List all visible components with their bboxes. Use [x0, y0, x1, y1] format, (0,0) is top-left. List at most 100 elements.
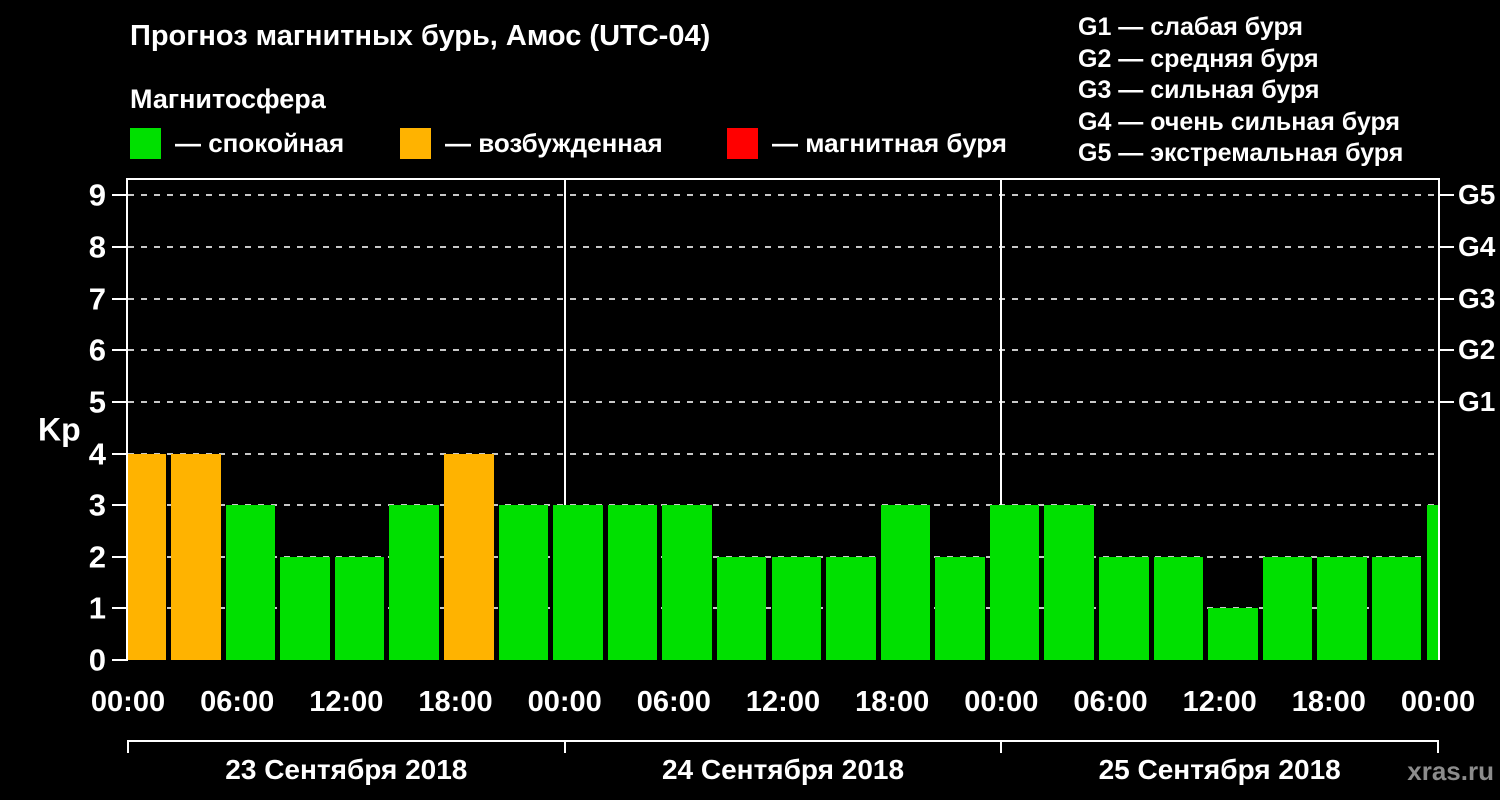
- gridline-kp-9: [128, 194, 1438, 197]
- g-legend-line: G5 — экстремальная буря: [1078, 139, 1404, 167]
- x-tick-label: 00:00: [90, 686, 166, 718]
- legend-label: — магнитная буря: [772, 128, 1007, 158]
- y-tick-8: [112, 246, 128, 249]
- g-legend-line: G1 — слабая буря: [1078, 13, 1304, 41]
- kp-bar: [1262, 556, 1313, 660]
- kp-bar: [662, 505, 712, 660]
- y-tick-6: [112, 349, 128, 352]
- y-tick-label-9: 9: [88, 177, 106, 213]
- kp-bar: [1208, 608, 1258, 660]
- kp-bar: [171, 453, 221, 660]
- legend-swatch-storm: [727, 128, 758, 159]
- g-legend-line: G3 — сильная буря: [1078, 76, 1320, 104]
- y-tick-label-7: 7: [88, 281, 106, 317]
- kp-bar: [716, 556, 767, 660]
- x-tick-label: 00:00: [527, 686, 602, 718]
- kp-bar: [880, 505, 931, 660]
- y-tick-label-4: 4: [88, 436, 106, 472]
- gridline-kp-7: [128, 297, 1438, 300]
- date-label: 23 Сентября 2018: [225, 754, 468, 785]
- date-band-tick: [1437, 740, 1439, 753]
- legend-label: — возбужденная: [445, 128, 663, 158]
- kp-bar: [444, 453, 494, 660]
- chart-title: Прогноз магнитных бурь, Амос (UTC-04): [130, 20, 711, 52]
- g-axis-label-G1: G1: [1458, 385, 1496, 417]
- kp-bar: [128, 453, 167, 660]
- y-tick-9: [112, 194, 128, 197]
- date-label: 25 Сентября 2018: [1098, 754, 1341, 785]
- watermark: xras.ru: [1407, 756, 1494, 786]
- g-tick-G1: [1440, 400, 1454, 403]
- kp-bar: [935, 556, 985, 660]
- legend-item-excited: — возбужденная: [400, 128, 663, 159]
- day-boundary-line: [1000, 180, 1003, 660]
- legend-item-quiet: — спокойная: [130, 128, 344, 159]
- legend-label: — спокойная: [175, 128, 345, 158]
- date-band-tick: [1000, 740, 1003, 753]
- x-tick-label: 12:00: [1182, 686, 1257, 718]
- kp-bar: [553, 505, 603, 660]
- g-legend-line: G4 — очень сильная буря: [1078, 107, 1400, 136]
- x-tick-label: 06:00: [1073, 686, 1148, 718]
- x-tick-label: 18:00: [418, 686, 493, 718]
- legend-swatch-quiet: [130, 128, 161, 159]
- day-boundary-line: [563, 180, 566, 660]
- gridline-kp-2: [128, 555, 1438, 558]
- kp-bar: [225, 505, 276, 660]
- g-scale-legend: G1 — слабая буря G2 — средняя буря G3 — си…: [1078, 12, 1403, 170]
- g-tick-G4: [1440, 246, 1454, 249]
- g-tick-G3: [1440, 297, 1454, 300]
- x-tick-label: 18:00: [1291, 686, 1366, 718]
- kp-bar: [989, 505, 1040, 660]
- gridline-kp-6: [128, 349, 1438, 352]
- gridline-kp-5: [128, 400, 1438, 403]
- y-tick-3: [112, 504, 128, 507]
- gridline-kp-8: [128, 246, 1438, 249]
- gridline-kp-3: [128, 504, 1438, 507]
- y-tick-label-2: 2: [88, 539, 106, 575]
- plot-area: [126, 178, 1440, 660]
- y-tick-4: [112, 452, 128, 455]
- kp-bar: [607, 505, 658, 660]
- kp-bar: [1153, 556, 1204, 660]
- y-tick-label-8: 8: [88, 229, 106, 265]
- x-tick-label: 18:00: [855, 686, 930, 718]
- x-tick-label: 12:00: [745, 686, 821, 718]
- x-tick-label: 00:00: [1400, 686, 1476, 718]
- kp-bar: [389, 505, 439, 660]
- y-tick-label-1: 1: [88, 590, 106, 626]
- x-tick-label: 00:00: [964, 686, 1039, 718]
- kp-bar: [826, 556, 876, 660]
- kp-bar: [280, 556, 330, 660]
- y-axis-title: Kp: [38, 411, 81, 448]
- g-axis-label-G2: G2: [1458, 334, 1496, 366]
- g-axis-label-G3: G3: [1458, 282, 1496, 314]
- g-legend-line: G2 — средняя буря: [1078, 44, 1319, 73]
- kp-bar: [1317, 556, 1367, 660]
- kp-bar: [1099, 556, 1149, 660]
- kp-bar: [1371, 556, 1422, 660]
- kp-bar: [1044, 505, 1094, 660]
- kp-bar: [498, 505, 549, 660]
- y-tick-label-5: 5: [88, 384, 106, 420]
- x-tick-label: 06:00: [636, 686, 711, 718]
- kp-bar: [334, 556, 385, 660]
- y-tick-label-0: 0: [88, 642, 106, 678]
- y-tick-label-6: 6: [88, 332, 106, 368]
- y-tick-1: [112, 607, 128, 610]
- kp-bar-partial: [1426, 505, 1438, 660]
- y-tick-2: [112, 555, 128, 558]
- legend-swatch-excited: [400, 128, 431, 159]
- date-band-tick: [563, 740, 566, 753]
- g-tick-G2: [1440, 349, 1454, 352]
- legend-item-storm: — магнитная буря: [727, 128, 1007, 159]
- date-band-tick: [127, 740, 129, 753]
- x-tick-label: 06:00: [200, 686, 275, 718]
- state-legend: — спокойная — возбужденная — магнитная бур…: [130, 128, 1130, 164]
- x-tick-label: 12:00: [309, 686, 384, 718]
- y-tick-7: [112, 297, 128, 300]
- y-tick-0: [112, 659, 128, 661]
- y-tick-label-3: 3: [88, 487, 106, 523]
- date-band-line: [128, 740, 1438, 742]
- g-tick-G5: [1440, 194, 1454, 197]
